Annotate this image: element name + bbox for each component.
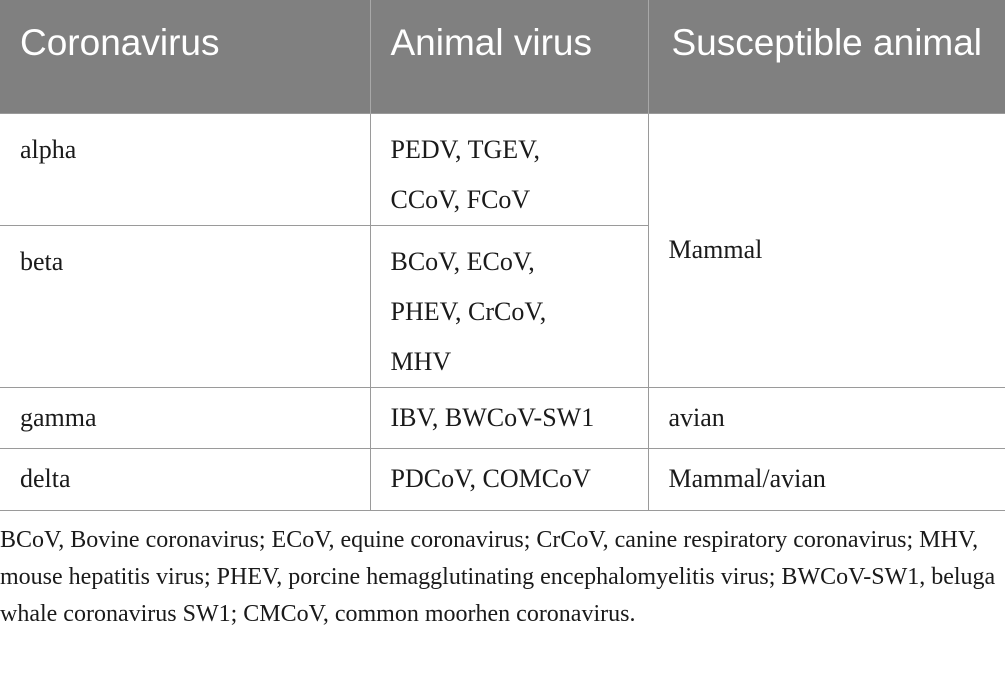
header-susceptible-animal: Susceptible animal — [648, 0, 1005, 113]
cell-coronavirus: delta — [0, 447, 371, 511]
table-row-gamma: gamma IBV, BWCoV-SW1 avian — [0, 386, 1005, 449]
animal-virus-line: PDCoV, COMCoV — [390, 463, 591, 493]
cell-coronavirus: alpha — [0, 112, 371, 226]
animal-virus-line: BCoV, ECoV, — [390, 246, 535, 276]
cell-susceptible-animal: avian — [647, 386, 1005, 449]
cell-animal-virus: PEDV, TGEV, CCoV, FCoV — [369, 112, 649, 226]
coronavirus-table: Coronavirus Animal virus Susceptible ani… — [0, 0, 1005, 511]
table-row-alpha: alpha PEDV, TGEV, CCoV, FCoV Mammal — [0, 112, 1005, 388]
animal-virus-line: MHV — [390, 346, 452, 376]
table-row-delta: delta PDCoV, COMCoV Mammal/avian — [0, 447, 1005, 511]
animal-virus-line: PEDV, TGEV, — [390, 134, 541, 164]
cell-coronavirus: beta — [0, 224, 371, 388]
animal-virus-line: CCoV, FCoV — [390, 184, 531, 214]
cell-animal-virus: BCoV, ECoV, PHEV, CrCoV, MHV — [369, 224, 649, 388]
cell-coronavirus: gamma — [0, 386, 371, 449]
table-row-beta: beta BCoV, ECoV, PHEV, CrCoV, MHV — [0, 224, 1005, 388]
table-footnote: BCoV, Bovine coronavirus; ECoV, equine c… — [0, 527, 996, 627]
cell-susceptible-animal-merged: Mammal — [647, 112, 1005, 388]
cell-susceptible-animal: Mammal/avian — [647, 447, 1005, 511]
cell-animal-virus: IBV, BWCoV-SW1 — [369, 386, 649, 449]
header-animal-virus: Animal virus — [370, 0, 649, 113]
animal-virus-line: IBV, BWCoV-SW1 — [390, 402, 595, 432]
header-coronavirus: Coronavirus — [0, 0, 371, 113]
table-body: alpha PEDV, TGEV, CCoV, FCoV Mammal beta… — [0, 112, 1005, 511]
cell-animal-virus: PDCoV, COMCoV — [369, 447, 649, 511]
header-row: Coronavirus Animal virus Susceptible ani… — [0, 0, 1005, 113]
animal-virus-line: PHEV, CrCoV, — [390, 296, 547, 326]
table-header: Coronavirus Animal virus Susceptible ani… — [0, 0, 1005, 113]
